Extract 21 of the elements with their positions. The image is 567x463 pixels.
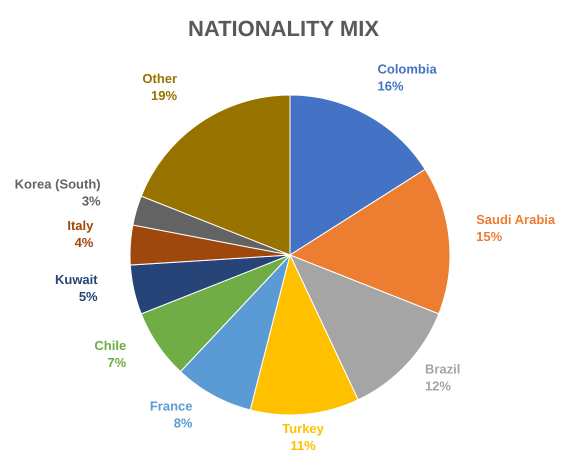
chart-title: NATIONALITY MIX (186, 16, 380, 42)
slice-label: Korea (South) (14, 176, 101, 192)
slice-label: France (150, 398, 193, 414)
data-label: 7% (107, 354, 127, 370)
slice-label: Other (142, 71, 178, 86)
data-label: 11% (290, 438, 316, 454)
data-label: 3% (82, 193, 102, 208)
data-label: 4% (74, 234, 94, 250)
slice-label: Saudi Arabia (476, 212, 556, 227)
data-label: 19% (151, 88, 178, 104)
slice-label: Turkey (282, 421, 325, 436)
data-label: 15% (476, 228, 503, 244)
data-label: 16% (377, 78, 404, 94)
data-label: 12% (424, 378, 452, 394)
slice-label: Italy (67, 218, 94, 233)
data-label: 5% (78, 288, 98, 304)
data-label: 8% (174, 415, 193, 430)
slice-label: Colombia (377, 62, 438, 77)
slice-label: Kuwait (55, 272, 98, 287)
slice-label: Chile (94, 338, 126, 353)
slice-label: Brazil (424, 361, 460, 376)
